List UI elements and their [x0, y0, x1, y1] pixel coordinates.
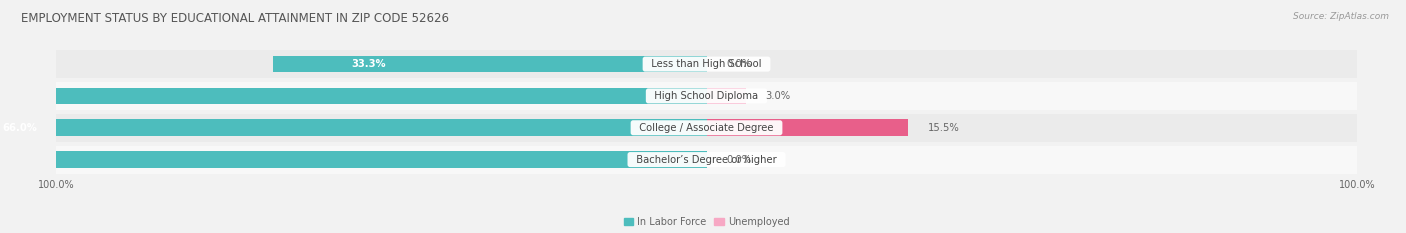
Bar — [56, 82, 1357, 110]
Text: EMPLOYMENT STATUS BY EDUCATIONAL ATTAINMENT IN ZIP CODE 52626: EMPLOYMENT STATUS BY EDUCATIONAL ATTAINM… — [21, 12, 449, 25]
Bar — [0, 120, 707, 136]
Text: 0.0%: 0.0% — [725, 59, 751, 69]
Text: Bachelor’s Degree or higher: Bachelor’s Degree or higher — [630, 154, 783, 164]
Bar — [707, 88, 745, 104]
Bar — [273, 56, 706, 72]
Text: 15.5%: 15.5% — [928, 123, 959, 133]
Text: 66.0%: 66.0% — [3, 123, 38, 133]
Text: College / Associate Degree: College / Associate Degree — [633, 123, 780, 133]
Text: High School Diploma: High School Diploma — [648, 91, 765, 101]
Bar — [0, 151, 707, 168]
Bar — [0, 88, 706, 104]
Bar — [56, 50, 1357, 78]
Text: 3.0%: 3.0% — [765, 91, 790, 101]
Text: 33.3%: 33.3% — [352, 59, 387, 69]
Bar — [707, 120, 908, 136]
Bar — [56, 146, 1357, 174]
Bar — [56, 114, 1357, 142]
Text: Source: ZipAtlas.com: Source: ZipAtlas.com — [1294, 12, 1389, 21]
Legend: In Labor Force, Unemployed: In Labor Force, Unemployed — [624, 217, 789, 227]
Text: 0.0%: 0.0% — [725, 154, 751, 164]
Text: Less than High School: Less than High School — [645, 59, 768, 69]
